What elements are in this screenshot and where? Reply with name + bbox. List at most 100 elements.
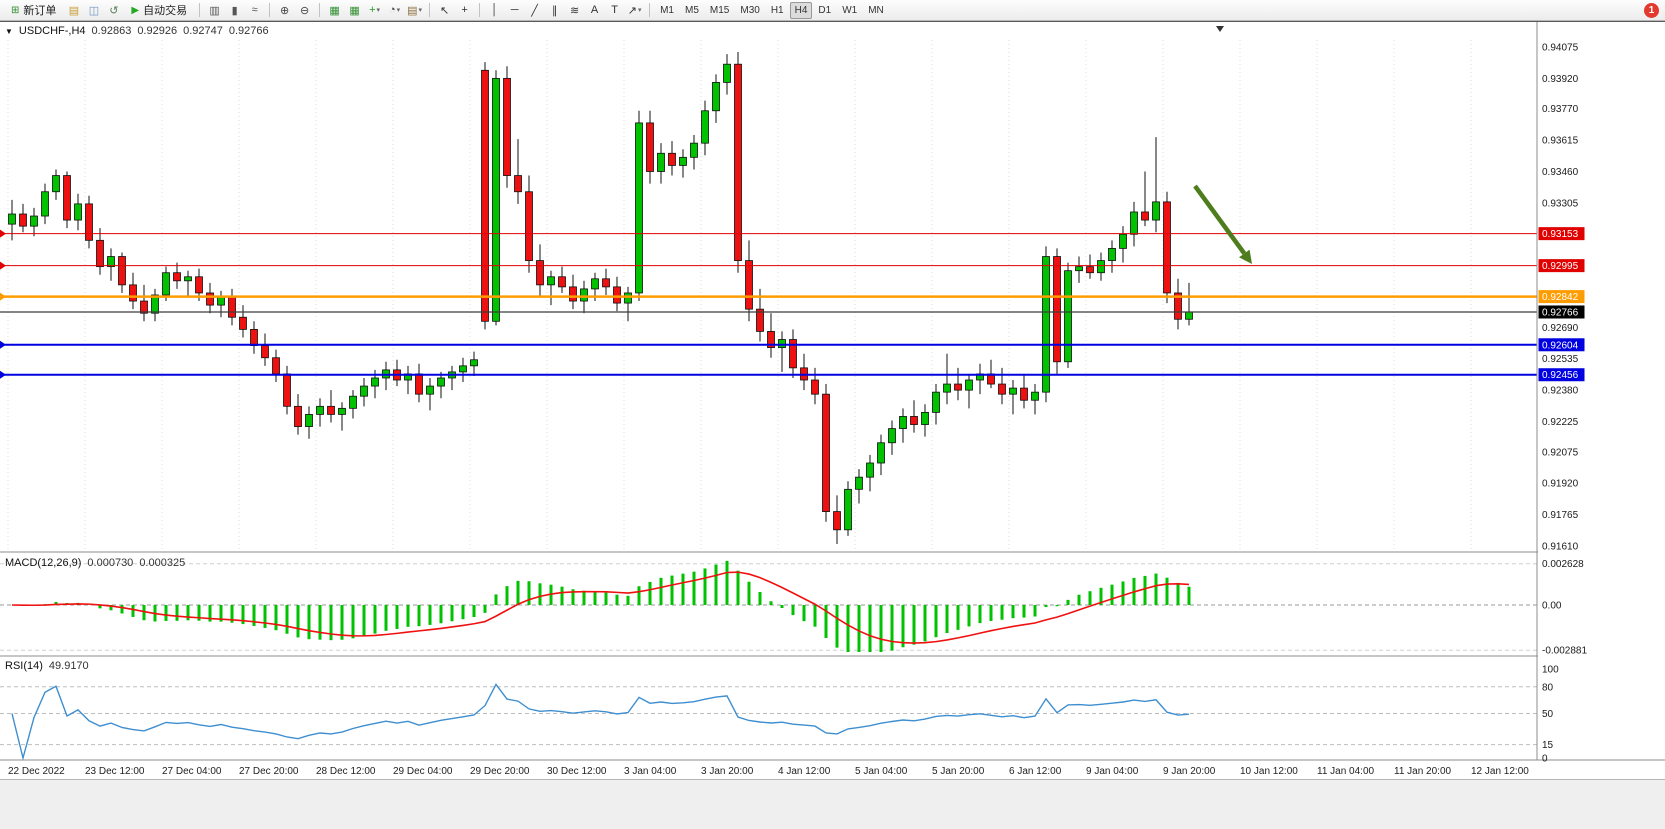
trendline-icon: ╱ (531, 4, 538, 17)
time-axis-label[interactable]: 28 Dec 12:00 (316, 766, 376, 777)
arrows-icon[interactable]: ↗ ▾ (625, 2, 644, 18)
price-chart[interactable]: 0.94075 0.93920 0.93770 0.93615 0.93460 0.933… (0, 22, 1665, 780)
bar-chart-icon[interactable]: ▥ (205, 2, 224, 18)
time-axis-label[interactable]: 29 Dec 04:00 (393, 766, 453, 777)
timeframe-mn-button[interactable]: MN (868, 4, 884, 16)
candle-body (492, 77, 500, 322)
candle-body (1108, 248, 1116, 261)
text-icon: A (590, 4, 599, 16)
text-icon[interactable]: A (585, 2, 604, 18)
macd-signal-value: 0.000325 (139, 557, 186, 569)
candle-body (833, 511, 841, 531)
candle-body (679, 156, 687, 166)
chart-window[interactable]: 0.94075 0.93920 0.93770 0.93615 0.93460 0.933… (0, 21, 1665, 780)
candle-body (41, 191, 49, 217)
timeframe-m15-button[interactable]: M15 (709, 4, 730, 16)
time-axis-label[interactable]: 12 Jan 12:00 (1471, 766, 1529, 777)
trend-arrow-head (1239, 249, 1252, 264)
crosshair-icon[interactable]: + (455, 2, 474, 18)
candle-body (250, 328, 258, 346)
periods-icon[interactable]: ◔ ▾ (385, 2, 404, 18)
chart-window-icon[interactable]: ◫ (84, 2, 103, 18)
timeframe-m1-button[interactable]: M1 (660, 4, 674, 16)
chart-open-value: 0.92863 (91, 25, 132, 37)
time-axis-label[interactable]: 4 Jan 12:00 (778, 766, 831, 777)
new-order-button-label: 新订单 (23, 5, 57, 17)
zoom-in-icon[interactable]: ⊕ (275, 2, 294, 18)
candle-body (459, 365, 467, 373)
price-axis-label: 0.91765 (1542, 510, 1579, 521)
candle-body (140, 300, 148, 314)
indicators-icon: + (369, 4, 376, 16)
time-axis-label[interactable]: 27 Dec 04:00 (162, 766, 222, 777)
bottom-panel (0, 779, 1665, 829)
candle-body (514, 175, 522, 193)
new-order-button[interactable]: ⊞ 新订单 (4, 0, 63, 20)
macd-axis-label: 0.00 (1542, 601, 1562, 612)
refresh-icon[interactable]: ↺ (104, 2, 123, 18)
line-chart-icon[interactable]: ≈ (245, 2, 264, 18)
symbol-dropdown-icon[interactable]: ▼ (5, 27, 13, 36)
time-axis-label[interactable]: 23 Dec 12:00 (85, 766, 145, 777)
candle-body (63, 175, 71, 221)
channel-icon[interactable]: ∥ (545, 2, 564, 18)
cascade-windows-icon[interactable]: ▦ (345, 2, 364, 18)
candle-body (965, 379, 973, 391)
candle-body (426, 385, 434, 395)
label-icon[interactable]: T (605, 2, 624, 18)
vertical-line-icon[interactable]: │ (485, 2, 504, 18)
tile-windows-icon[interactable]: ▦ (325, 2, 344, 18)
chart-close-value: 0.92766 (228, 25, 269, 37)
time-axis-label[interactable]: 22 Dec 2022 (8, 766, 65, 777)
chart-shift-marker[interactable] (1216, 26, 1224, 32)
timeframe-h4-button[interactable]: H4 (789, 1, 813, 19)
timeframe-h1-button[interactable]: H1 (770, 4, 784, 16)
indicators-icon[interactable]: + ▾ (365, 2, 384, 18)
zoom-out-icon[interactable]: ⊖ (295, 2, 314, 18)
time-axis-label[interactable]: 5 Jan 20:00 (932, 766, 985, 777)
horizontal-line-icon[interactable]: ─ (505, 2, 524, 18)
candle-body (1163, 201, 1171, 294)
time-axis-label[interactable]: 30 Dec 12:00 (547, 766, 607, 777)
candle-body (327, 405, 335, 415)
time-axis-label[interactable]: 11 Jan 04:00 (1317, 766, 1375, 777)
candle-body (261, 345, 269, 359)
time-axis-label[interactable]: 5 Jan 04:00 (855, 766, 908, 777)
line-chart-icon: ≈ (251, 4, 258, 16)
candle-body (602, 278, 610, 288)
auto-trading-button[interactable]: ▶ 自动交易 (124, 0, 194, 20)
candle-body (734, 63, 742, 261)
toolbar-separator (479, 3, 481, 17)
time-axis-label[interactable]: 9 Jan 20:00 (1163, 766, 1216, 777)
time-axis-label[interactable]: 10 Jan 12:00 (1240, 766, 1298, 777)
cursor-icon[interactable]: ↖ (435, 2, 454, 18)
candle-body (910, 416, 918, 425)
fibonacci-icon[interactable]: ≋ (565, 2, 584, 18)
candle-body (855, 476, 863, 490)
time-axis-label[interactable]: 11 Jan 20:00 (1394, 766, 1452, 777)
time-axis-label[interactable]: 9 Jan 04:00 (1086, 766, 1139, 777)
candle-body (1097, 260, 1105, 274)
timeframe-m5-button[interactable]: M5 (685, 4, 699, 16)
timeframe-w1-button[interactable]: W1 (842, 4, 858, 16)
time-axis-label[interactable]: 29 Dec 20:00 (470, 766, 530, 777)
candle-body (118, 256, 126, 286)
candle-body (206, 292, 214, 306)
trendline-icon[interactable]: ╱ (525, 2, 544, 18)
templates-icon[interactable]: ▤ ▾ (405, 2, 424, 18)
time-axis-label[interactable]: 27 Dec 20:00 (239, 766, 299, 777)
timeframe-m30-button[interactable]: M30 (740, 4, 760, 16)
time-axis-label[interactable]: 3 Jan 20:00 (701, 766, 754, 777)
time-axis-label[interactable]: 3 Jan 04:00 (624, 766, 677, 777)
candle-body (635, 122, 643, 294)
chart-low-value: 0.92747 (183, 25, 223, 37)
candle-body (239, 316, 247, 330)
trend-arrow[interactable] (1193, 184, 1247, 255)
candlestick-chart-icon[interactable]: ▮ (225, 2, 244, 18)
market-watch-icon[interactable]: ▤ (64, 2, 83, 18)
candle-body (1075, 266, 1083, 272)
candle-body (85, 203, 93, 241)
notification-badge[interactable]: 1 (1644, 3, 1659, 18)
time-axis-label[interactable]: 6 Jan 12:00 (1009, 766, 1062, 777)
timeframe-d1-button[interactable]: D1 (818, 4, 832, 16)
